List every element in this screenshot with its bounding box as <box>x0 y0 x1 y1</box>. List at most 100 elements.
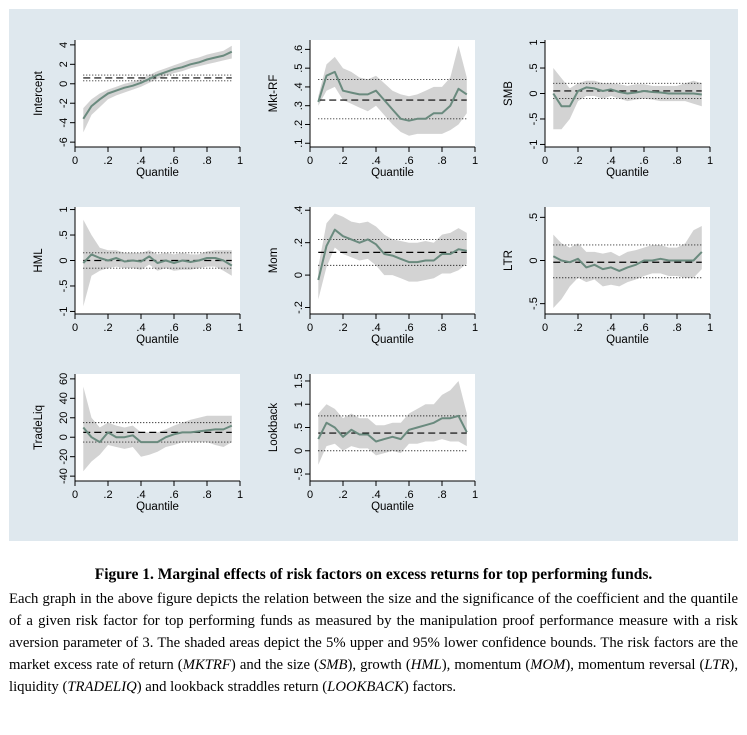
y-tick-label: 4 <box>58 42 70 48</box>
y-axis-title: Lookback <box>268 403 280 452</box>
caption-text-segment: ), momentum reversal ( <box>565 657 705 673</box>
x-axis-title: Quantile <box>371 501 414 513</box>
subplot-tradeliq: -40 -20 0 20 40 60 0 .2 .4 .6 .8 1 Quantile TradeLiq <box>33 373 243 513</box>
x-tick-label: 0 <box>72 155 78 167</box>
y-axis-title: TradeLiq <box>33 405 45 450</box>
x-axis-title: Quantile <box>136 167 179 179</box>
x-tick-label: .4 <box>136 322 145 334</box>
y-tick-label: -.5 <box>293 468 305 481</box>
x-tick-label: .6 <box>639 155 648 167</box>
y-tick-label: .2 <box>293 120 305 129</box>
x-tick-label: .2 <box>103 322 112 334</box>
y-tick-label: 40 <box>58 392 70 404</box>
caption-body: Each graph in the above figure depicts t… <box>9 588 738 698</box>
caption-text-segment: ), growth ( <box>347 657 411 673</box>
x-axis-title: Quantile <box>136 334 179 346</box>
y-tick-label: .3 <box>293 101 305 110</box>
y-tick-label: .5 <box>528 213 540 222</box>
x-tick-label: .6 <box>404 322 413 334</box>
caption-text-segment: ), liquidity ( <box>9 657 738 695</box>
confidence-band <box>83 45 232 133</box>
x-tick-label: .4 <box>371 155 380 167</box>
x-tick-label: .4 <box>606 155 615 167</box>
y-tick-label: -6 <box>58 137 70 147</box>
x-tick-label: 1 <box>707 155 713 167</box>
x-tick-label: 0 <box>542 322 548 334</box>
x-axis-title: Quantile <box>371 334 414 346</box>
subplot-hml: -1 -.5 0 .5 1 0 .2 .4 .6 .8 1 Quantile HML <box>33 206 243 346</box>
y-axis-title: Mom <box>268 248 280 274</box>
quantile-estimate-line <box>82 253 233 267</box>
x-tick-label: .8 <box>672 322 681 334</box>
x-tick-label: .8 <box>202 155 211 167</box>
x-tick-label: .4 <box>371 489 380 501</box>
x-axis-title: Quantile <box>606 334 649 346</box>
y-tick-label: 0 <box>528 257 540 263</box>
y-tick-label: -40 <box>58 468 70 484</box>
x-tick-label: 1 <box>237 155 243 167</box>
caption-factor-abbrev: MKTRF <box>182 657 231 673</box>
x-tick-label: .8 <box>672 155 681 167</box>
x-tick-label: 0 <box>307 489 313 501</box>
confidence-band <box>318 45 467 136</box>
caption-factor-abbrev: HML <box>410 657 442 673</box>
x-tick-label: .8 <box>437 155 446 167</box>
y-tick-label: 60 <box>58 373 70 385</box>
x-tick-label: .2 <box>573 155 582 167</box>
x-tick-label: .2 <box>338 322 347 334</box>
caption-title: Figure 1. Marginal effects of risk facto… <box>94 566 653 583</box>
caption-factor-abbrev: MOM <box>530 657 566 673</box>
quantile-estimate-line <box>317 228 467 281</box>
x-tick-label: 1 <box>237 322 243 334</box>
y-tick-label: 2 <box>58 61 70 67</box>
y-tick-label: -.5 <box>58 280 70 293</box>
x-tick-label: .8 <box>437 322 446 334</box>
x-tick-label: 1 <box>707 322 713 334</box>
y-tick-label: .5 <box>58 230 70 239</box>
confidence-band <box>318 381 467 465</box>
x-axis-title: Quantile <box>371 167 414 179</box>
x-tick-label: .8 <box>202 322 211 334</box>
x-axis-title: Quantile <box>606 167 649 179</box>
y-tick-label: .1 <box>293 139 305 148</box>
x-tick-label: .2 <box>573 322 582 334</box>
x-tick-label: .6 <box>639 322 648 334</box>
y-tick-label: -1 <box>58 307 70 317</box>
quantile-estimate-line <box>317 414 468 443</box>
subplot-smb: -1 -.5 0 .5 1 0 .2 .4 .6 .8 1 Quantile SMB <box>503 39 713 179</box>
y-tick-label: .5 <box>293 64 305 73</box>
x-tick-label: .2 <box>103 489 112 501</box>
caption-factor-abbrev: TRADELIQ <box>67 679 137 695</box>
x-tick-label: 0 <box>72 322 78 334</box>
quantile-estimate-line <box>82 50 233 120</box>
x-tick-label: .6 <box>169 155 178 167</box>
caption-text-segment: Each graph in the above figure depicts t… <box>9 591 738 673</box>
y-tick-label: -.2 <box>293 301 305 314</box>
y-tick-label: .4 <box>293 206 305 215</box>
x-tick-label: 1 <box>472 322 478 334</box>
x-tick-label: .6 <box>404 489 413 501</box>
x-tick-label: 0 <box>307 322 313 334</box>
y-axis-title: LTR <box>503 250 515 271</box>
x-tick-label: .8 <box>202 489 211 501</box>
x-tick-label: 0 <box>307 155 313 167</box>
y-axis-title: Intercept <box>33 70 45 116</box>
x-tick-label: .6 <box>169 489 178 501</box>
caption-factor-abbrev: LTR <box>704 657 730 673</box>
y-tick-label: 20 <box>58 412 70 424</box>
quantile-estimate-line <box>552 251 703 272</box>
y-axis-title: Mkt-RF <box>268 75 280 113</box>
y-tick-label: .6 <box>293 45 305 54</box>
figure-caption: Figure 1. Marginal effects of risk facto… <box>9 566 738 698</box>
y-tick-label: -2 <box>58 98 70 108</box>
quantile-estimate-line <box>552 86 702 108</box>
x-tick-label: .2 <box>338 489 347 501</box>
x-tick-label: .8 <box>437 489 446 501</box>
x-axis-title: Quantile <box>136 501 179 513</box>
y-tick-label: 1 <box>293 401 305 407</box>
caption-factor-abbrev: SMB <box>318 657 348 673</box>
